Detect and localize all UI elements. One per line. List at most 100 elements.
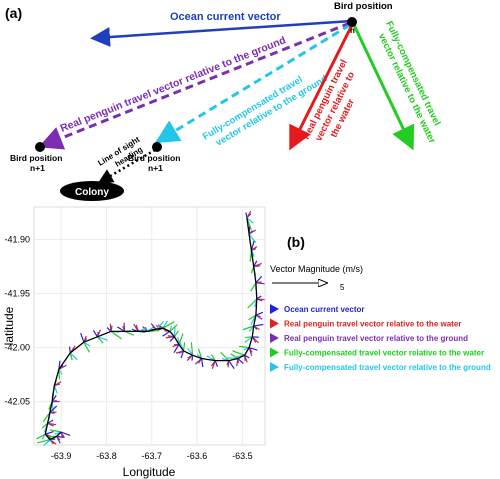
vector-mark: [36, 433, 46, 440]
vector-mark: [96, 329, 101, 338]
vector-mark: [200, 358, 204, 368]
panel-b: (b) -63.9 -63.8 -63.7 -63.6 -63.5 -41.90-41.…: [2, 206, 491, 479]
real-water-arrow: [289, 24, 354, 151]
fully-ground-arrow: [154, 23, 351, 144]
y-tick-label: -42.05: [4, 397, 30, 407]
vector-mark: [210, 360, 216, 367]
x-axis-label: Longitude: [123, 465, 176, 479]
vector-mark: [144, 326, 148, 332]
colony-label: Colony: [75, 187, 109, 198]
x-tick-label: -63.5: [232, 451, 253, 461]
svg-text:Line of sightheading: Line of sightheading: [96, 135, 147, 176]
ocean-current-arrow: [90, 19, 353, 47]
plot-vectors: [36, 210, 265, 446]
vector-mark: [169, 324, 178, 332]
vector-mark: [54, 383, 61, 387]
vector-mark: [246, 217, 254, 224]
real-ground-arrow: [38, 21, 351, 150]
vector-mark: [49, 411, 55, 415]
vector-mark: [236, 358, 239, 367]
colony-ellipse: [60, 181, 124, 201]
legend-label: Fully-compensated travel vector relative…: [284, 349, 484, 358]
vector-mark: [45, 430, 54, 435]
y-axis-label: latitude: [2, 306, 16, 345]
plot-grid: [34, 207, 265, 445]
legend-label: Ocean current vector: [284, 305, 364, 314]
vector-mark: [173, 330, 179, 338]
vector-mark: [250, 240, 255, 251]
vector-mark: [37, 439, 51, 444]
vector-mark: [248, 325, 255, 332]
vector-mark: [178, 333, 184, 345]
bird-position-n-label: Bird position: [334, 1, 393, 12]
vector-mark: [242, 325, 254, 331]
vector-mark: [80, 332, 85, 343]
vector-mark: [60, 431, 63, 437]
vector-mark: [42, 412, 51, 423]
vector-mark: [253, 265, 261, 268]
vector-mark: [150, 323, 157, 330]
vector-mark: [247, 298, 258, 309]
vector-mark: [239, 345, 250, 349]
fully-water-arrow: [352, 24, 415, 151]
fully-ground-label-line1: Fully-compensated travel: [201, 74, 305, 142]
vector-mark: [226, 360, 230, 366]
vector-mark: [255, 275, 263, 284]
vector-mark: [56, 435, 65, 438]
vector-mark: [244, 336, 253, 343]
vector-mark: [255, 314, 263, 320]
bird-position-n1-left-dot: [35, 142, 45, 152]
legend-marker: [270, 362, 279, 372]
line-of-sight-arrow: [97, 148, 156, 184]
vector-mark: [197, 348, 203, 359]
vector-mark: [97, 336, 108, 341]
vector-mark: [244, 355, 246, 361]
vector-mark: [253, 323, 264, 327]
legend-label: Fully-compensated travel vector relative…: [284, 363, 491, 372]
vector-mark: [230, 353, 239, 359]
vector-mark: [155, 320, 165, 330]
vector-mark: [60, 431, 71, 437]
vector-mark: [110, 325, 113, 332]
vector-mark: [49, 429, 62, 433]
y-tick-label: -42.00: [4, 343, 30, 353]
bird-position-n1-left-label: Bird position n+1: [10, 153, 62, 173]
bird-position-n-dot: [347, 17, 357, 27]
vector-mark: [175, 350, 184, 354]
legend-marker: [270, 333, 279, 343]
vector-mark: [58, 364, 67, 370]
vector-mark: [232, 350, 245, 356]
vector-mark: [251, 336, 257, 343]
x-tick-label: -63.9: [51, 451, 72, 461]
vector-mark: [83, 341, 91, 347]
legend-marker: [270, 347, 279, 358]
y-axis-ticks: -41.90 -41.95 -42.00 -42.05: [4, 234, 30, 406]
bird-position-n-index: n: [350, 26, 355, 35]
bird-position-n1-right-label: Bird position n+1: [128, 153, 180, 173]
vector-mark: [58, 368, 63, 375]
legend-value: 5: [340, 283, 345, 292]
y-tick-label: -41.95: [4, 289, 30, 299]
vector-mark: [49, 405, 58, 413]
vector-mark: [162, 330, 171, 337]
panel-a-label: (a): [5, 5, 22, 21]
vector-mark: [255, 282, 265, 285]
x-tick-label: -63.8: [96, 451, 117, 461]
vector-mark: [167, 335, 175, 338]
vector-mark: [220, 351, 230, 362]
svg-text:Fully-compensated travelvector: Fully-compensated travelvector relative …: [372, 19, 448, 145]
vector-mark: [92, 330, 98, 338]
vector-mark: [47, 422, 54, 427]
vector-mark: [248, 347, 258, 351]
legend-items: Ocean current vector Real penguin travel …: [270, 304, 491, 372]
panel-b-label: (b): [287, 234, 305, 250]
penguin-track: [44, 217, 258, 441]
vector-mark: [182, 342, 186, 351]
vector-mark: [41, 433, 46, 440]
vector-mark: [214, 360, 219, 367]
vector-mark: [110, 330, 122, 340]
vector-mark: [173, 344, 180, 354]
legend-title: Vector Magnitude (m/s): [270, 264, 363, 274]
x-tick-label: -63.6: [187, 451, 208, 461]
